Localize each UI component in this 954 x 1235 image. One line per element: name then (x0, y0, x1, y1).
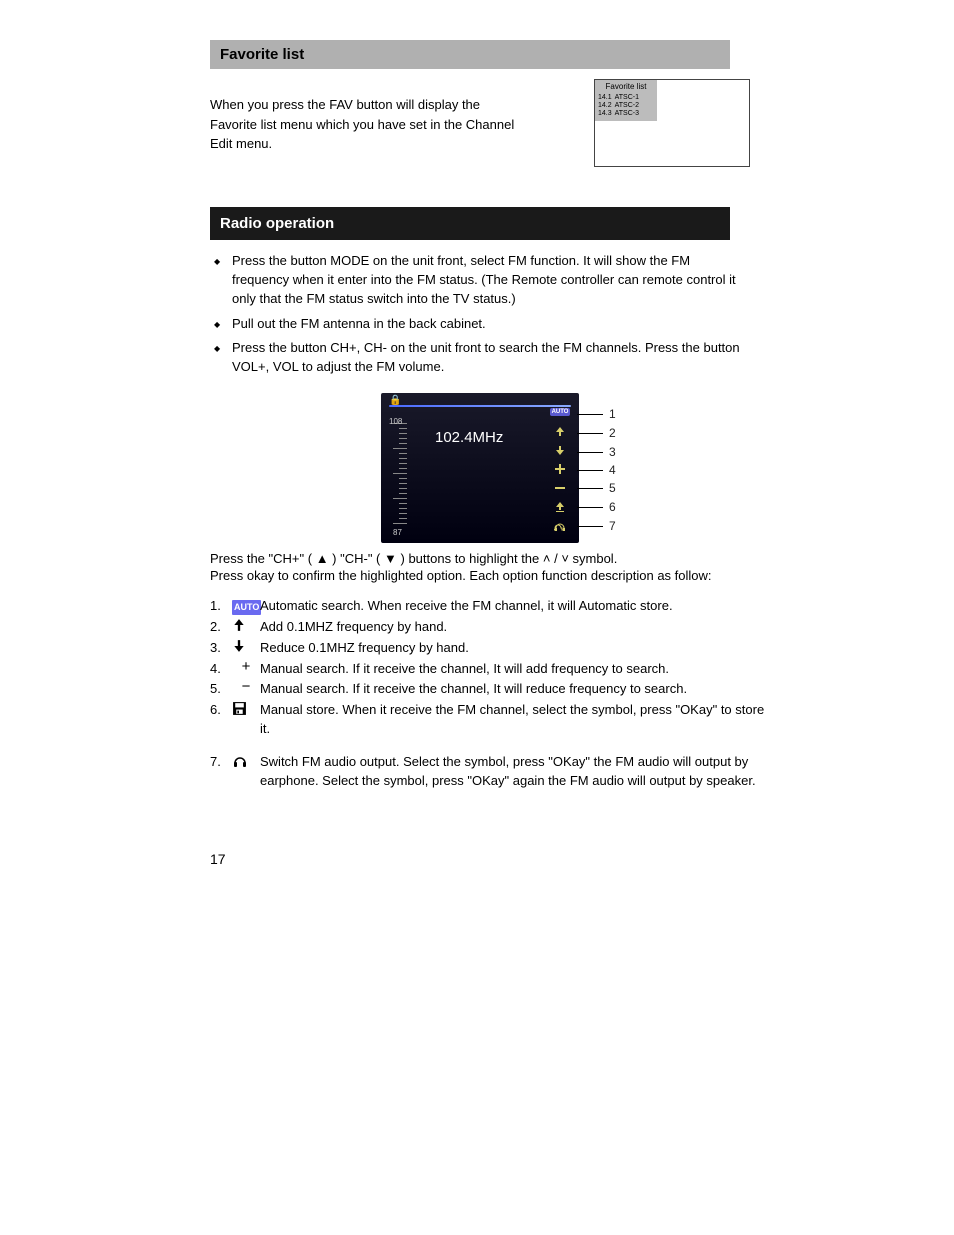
favorite-window: Favorite list 14.1ATSC-1 14.2ATSC-2 14.3… (594, 79, 750, 167)
radio-screen: 🔒 102.4MHz 108 87 AUTO (381, 393, 579, 543)
legend-list: 1. AUTO Automatic search. When receive t… (210, 597, 770, 791)
frequency-dial: 108 87 (389, 419, 411, 535)
favorite-window-title: Favorite list (598, 82, 654, 92)
plus-icon (553, 462, 567, 475)
legend-item: 7. Switch FM audio output. Select the sy… (210, 753, 770, 791)
table-row: 14.2ATSC-2 (598, 102, 642, 110)
legend-item: 6. Manual store. When it receive the FM … (210, 701, 770, 739)
legend-item: 5. − Manual search. If it receive the ch… (210, 680, 770, 699)
legend-item: 1. AUTO Automatic search. When receive t… (210, 597, 770, 616)
favorite-channel-table: 14.1ATSC-1 14.2ATSC-2 14.3ATSC-3 (598, 94, 642, 119)
legend-item: 3. Reduce 0.1MHZ frequency by hand. (210, 639, 770, 658)
down-triangle-icon: ▼ (384, 551, 397, 566)
chevron-down-icon: ˅ (561, 551, 569, 566)
up-triangle-icon: ▲ (316, 551, 329, 566)
section-header-favorite: Favorite list (210, 40, 730, 69)
auto-icon: AUTO (232, 597, 260, 616)
table-row: 14.3ATSC-3 (598, 110, 642, 118)
page-number: 17 (210, 851, 904, 867)
plus-icon: + (232, 660, 260, 674)
headphone-icon (232, 753, 260, 769)
minus-icon: − (232, 680, 260, 694)
frequency-display: 102.4MHz (435, 429, 503, 446)
auto-icon: AUTO (553, 405, 567, 418)
section-header-radio: Radio operation (210, 207, 730, 240)
down-arrow-icon (232, 639, 260, 653)
save-icon (232, 701, 260, 716)
favorite-description: When you press the FAV button will displ… (210, 79, 530, 154)
list-item: Pull out the FM antenna in the back cabi… (210, 315, 750, 334)
radio-bullet-list: Press the button MODE on the unit front,… (210, 252, 750, 377)
list-item: Press the button CH+, CH- on the unit fr… (210, 339, 750, 377)
legend-item: 4. + Manual search. If it receive the ch… (210, 660, 770, 679)
down-arrow-icon (553, 443, 567, 456)
list-item: Press the button MODE on the unit front,… (210, 252, 750, 309)
radio-diagram: 🔒 102.4MHz 108 87 AUTO (315, 393, 645, 543)
minus-icon (553, 481, 567, 494)
chevron-up-icon: ˄ (543, 551, 551, 566)
table-row: 14.1ATSC-1 (598, 94, 642, 102)
save-icon (553, 500, 567, 513)
okay-instruction: Press okay to confirm the highlighted op… (210, 568, 750, 583)
up-arrow-icon (232, 618, 260, 632)
headphone-icon (553, 519, 567, 532)
up-arrow-icon (553, 424, 567, 437)
legend-item: 2. Add 0.1MHZ frequency by hand. (210, 618, 770, 637)
press-instruction: Press the "CH+" ( ▲ ) "CH-" ( ▼ ) button… (210, 551, 750, 566)
